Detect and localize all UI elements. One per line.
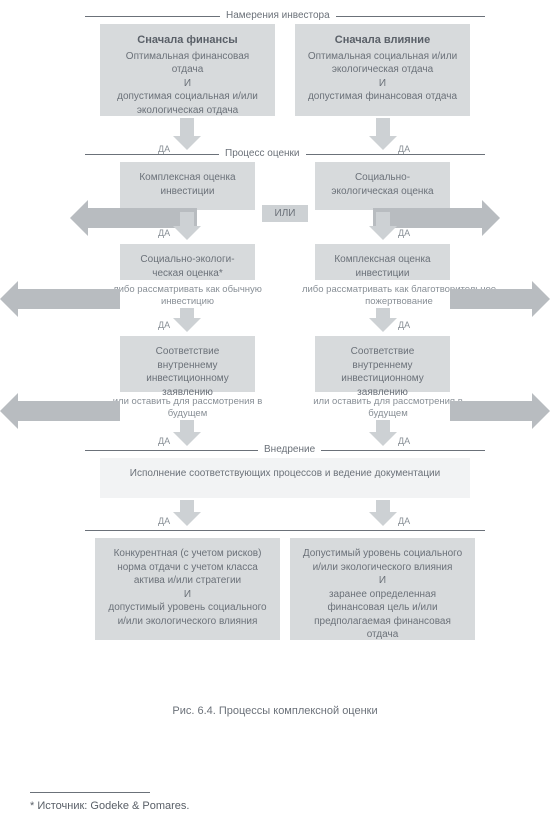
box-left-eval2: Социально-экологи­ческая оценка* xyxy=(120,244,255,280)
right-top-and: И xyxy=(379,78,386,89)
arrow-head-down xyxy=(369,318,397,332)
impl-text: Исполнение соответствующих процессов и в… xyxy=(130,468,440,479)
right-eval3-sub: или оставить для рассмотрения в будущем xyxy=(308,396,468,421)
label-s1: Намерения инвестора xyxy=(220,10,336,21)
right-res-and: И xyxy=(379,575,386,586)
big-arrow-out-left xyxy=(0,281,120,317)
da-label: ДА xyxy=(398,516,410,526)
da-label: ДА xyxy=(398,320,410,330)
footnote-rule xyxy=(30,792,150,793)
right-eval3: Соответствие внутреннему инвестиционному… xyxy=(341,346,424,398)
box-right-eval3: Соответствие внутреннему инвестиционному… xyxy=(315,336,450,392)
footnote-text: * Источник: Godeke & Pomares. xyxy=(30,800,189,812)
flowchart-canvas: Намерения инвестора Сначала финансы Опти… xyxy=(0,0,550,821)
box-left-top: Сначала финансы Оптимальная финансовая о… xyxy=(100,24,275,116)
box-left-result: Конкурентная (с учетом рисков) норма отд… xyxy=(95,538,280,640)
rule-results xyxy=(85,530,485,531)
big-arrow-out-left-2 xyxy=(0,393,120,429)
arrow-head-down xyxy=(369,226,397,240)
big-arrow-out-right xyxy=(450,281,550,317)
right-eval2: Комплексная оценка инвестиции xyxy=(334,254,430,279)
da-label: ДА xyxy=(158,228,170,238)
big-arrow-out-right-2 xyxy=(450,393,550,429)
left-res-and: И xyxy=(184,589,191,600)
arrow-head-down xyxy=(369,432,397,446)
da-label: ДА xyxy=(158,320,170,330)
box-right-top: Сначала влияние Оптимальная социальная и… xyxy=(295,24,470,116)
arrow-head-down xyxy=(173,512,201,526)
arrow-head-down xyxy=(173,226,201,240)
arrow-head-down xyxy=(173,432,201,446)
or-pill: ИЛИ xyxy=(262,205,308,222)
label-s3: Внедрение xyxy=(258,444,321,455)
arrow-stem xyxy=(180,308,194,318)
right-eval1: Социально-экологическая оценка xyxy=(331,172,433,197)
da-label: ДА xyxy=(158,516,170,526)
left-top-b2: допустимая социальная и/или экологическа… xyxy=(117,91,258,116)
left-top-b1: Оптимальная финансовая отдача xyxy=(126,51,249,76)
left-eval3: Соответствие внутреннему инвестиционному… xyxy=(146,346,229,398)
right-top-b2: допустимая финансовая отдача xyxy=(308,91,457,102)
arrow-stem xyxy=(180,118,194,136)
arrow-stem xyxy=(180,420,194,432)
right-top-title: Сначала влияние xyxy=(304,33,461,48)
arrow-stem xyxy=(376,420,390,432)
left-eval2: Социально-экологи­ческая оценка* xyxy=(140,254,234,279)
da-label: ДА xyxy=(398,144,410,154)
label-s2: Процесс оценки xyxy=(219,148,306,159)
arrow-stem xyxy=(376,212,390,226)
left-res1: Конкурентная (с учетом рисков) норма отд… xyxy=(114,548,262,586)
box-right-result: Допустимый уровень социального и/или эко… xyxy=(290,538,475,640)
arrow-stem xyxy=(376,500,390,512)
arrow-head-down xyxy=(173,318,201,332)
left-eval1: Комплексная оценка инвестиции xyxy=(139,172,235,197)
box-impl: Исполнение соответствующих процессов и в… xyxy=(100,458,470,498)
da-label: ДА xyxy=(158,436,170,446)
right-top-b1: Оптимальная социальная и/или экологическ… xyxy=(308,51,457,76)
figure-caption: Рис. 6.4. Процессы комплексной оценки xyxy=(0,705,550,717)
box-right-eval2: Комплексная оценка инвестиции xyxy=(315,244,450,280)
left-eval2-sub: либо рассматривать как обычную инвестици… xyxy=(96,284,279,309)
arrow-stem xyxy=(376,308,390,318)
left-top-and: И xyxy=(184,78,191,89)
da-label: ДА xyxy=(398,436,410,446)
left-eval3-sub: или оставить для рассмотрения в будущем xyxy=(96,396,279,421)
left-res2: допустимый уровень соци­ального и/или эк… xyxy=(108,602,266,627)
arrow-head-down xyxy=(369,136,397,150)
box-left-eval3: Соответствие внутреннему инвестиционному… xyxy=(120,336,255,392)
left-top-title: Сначала финансы xyxy=(109,33,266,48)
arrow-head-down xyxy=(369,512,397,526)
da-label: ДА xyxy=(158,144,170,154)
right-res2: заранее определенная финансовая цель и/и… xyxy=(314,589,451,641)
arrow-stem xyxy=(376,118,390,136)
arrow-stem xyxy=(180,212,194,226)
arrow-stem xyxy=(180,500,194,512)
da-label: ДА xyxy=(398,228,410,238)
arrow-head-down xyxy=(173,136,201,150)
right-res1: Допустимый уровень социального и/или эко… xyxy=(303,548,462,573)
